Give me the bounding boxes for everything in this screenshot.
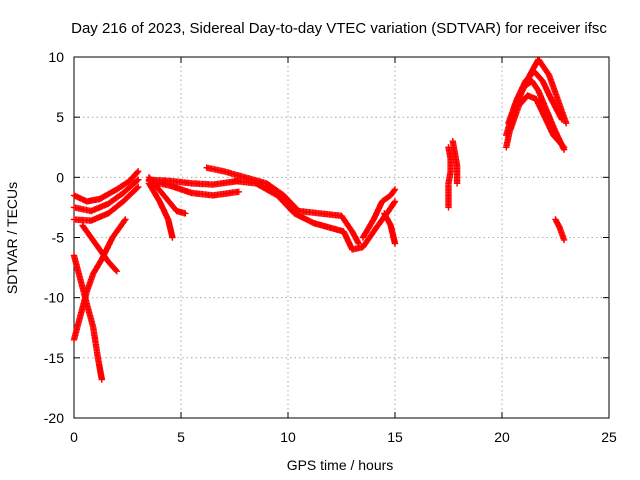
point-markers <box>145 176 242 188</box>
series-arc-03 <box>70 183 142 224</box>
series-arc-21 <box>552 216 568 244</box>
point-markers <box>70 183 142 224</box>
point-markers <box>449 138 461 187</box>
series-arc-15 <box>445 144 454 211</box>
x-tick-label: 10 <box>280 429 296 445</box>
data-points <box>70 56 570 383</box>
x-axis-label: GPS time / hours <box>287 457 394 473</box>
y-tick-label: 10 <box>48 49 64 65</box>
point-markers <box>507 92 568 151</box>
point-markers <box>359 186 399 241</box>
series-arc-11 <box>203 164 362 247</box>
y-tick-label: -20 <box>44 410 64 426</box>
grid <box>74 57 609 418</box>
y-tick-label: 5 <box>56 109 64 125</box>
series-arc-12 <box>231 177 399 253</box>
x-tick-label: 15 <box>387 429 403 445</box>
series-arc-14 <box>381 210 399 247</box>
x-tick-label: 20 <box>494 429 510 445</box>
series-arc-02 <box>70 176 142 215</box>
point-markers <box>70 252 105 383</box>
point-markers <box>70 168 142 205</box>
point-markers <box>381 210 399 247</box>
x-tick-label: 25 <box>601 429 617 445</box>
x-tick-label: 5 <box>177 429 185 445</box>
series-arc-06 <box>79 222 120 275</box>
point-markers <box>70 176 142 215</box>
y-tick-label: -5 <box>52 230 65 246</box>
y-axis-label: SDTVAR / TECUs <box>4 182 20 294</box>
series-arc-04 <box>70 252 105 383</box>
y-tick-label: -15 <box>44 350 64 366</box>
series-arc-01 <box>70 168 142 205</box>
point-markers <box>552 216 568 244</box>
series-arc-10 <box>145 176 242 188</box>
series-arc-20 <box>507 92 568 151</box>
point-markers <box>231 177 399 253</box>
series-arc-19 <box>505 68 566 127</box>
y-tick-label: 0 <box>56 169 64 185</box>
chart-title: Day 216 of 2023, Sidereal Day-to-day VTE… <box>71 20 607 37</box>
point-markers <box>445 144 454 211</box>
y-tick-label: -10 <box>44 290 64 306</box>
series-arc-16 <box>449 138 461 187</box>
point-markers <box>505 68 566 127</box>
series-arc-13 <box>359 186 399 241</box>
point-markers <box>203 164 362 247</box>
point-markers <box>79 222 120 275</box>
axis-ticks: 0 5 10 15 20 25 -20 -15 -10 -5 0 5 10 <box>44 49 617 445</box>
x-tick-label: 0 <box>70 429 78 445</box>
